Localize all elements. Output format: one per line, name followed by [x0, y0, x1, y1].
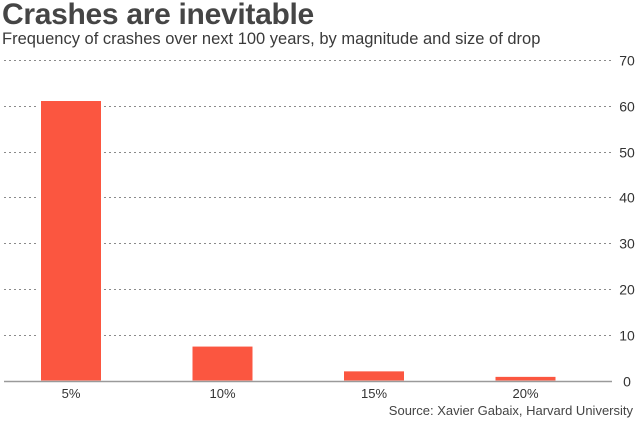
- gridlines: [4, 60, 612, 383]
- bar-10pct: [192, 346, 253, 381]
- y-tick-label: 50: [619, 145, 635, 161]
- x-tick-label: 10%: [209, 386, 235, 401]
- x-tick-label: 20%: [512, 386, 538, 401]
- source-note: Source: Xavier Gabaix, Harvard Universit…: [388, 403, 633, 418]
- y-tick-label: 20: [619, 282, 635, 298]
- bar-20pct: [495, 376, 556, 381]
- bar-15pct: [344, 371, 404, 381]
- y-tick-label: 70: [619, 53, 635, 69]
- chart-title: Crashes are inevitable: [2, 0, 314, 31]
- x-tick-label: 15%: [361, 386, 387, 401]
- bar-5pct: [41, 101, 101, 381]
- x-axis-ticks: 5% 10% 15% 20%: [62, 386, 539, 401]
- y-tick-label: 30: [619, 236, 635, 252]
- y-tick-label: 10: [619, 328, 635, 344]
- y-axis-ticks: 0 10 20 30 40 50 60 70: [619, 53, 635, 390]
- y-tick-label: 40: [619, 190, 635, 206]
- bars: [38, 101, 559, 381]
- x-tick-label: 5%: [62, 386, 81, 401]
- chart-subtitle: Frequency of crashes over next 100 years…: [2, 30, 541, 48]
- y-tick-label: 0: [623, 374, 631, 390]
- y-tick-label: 60: [619, 99, 635, 115]
